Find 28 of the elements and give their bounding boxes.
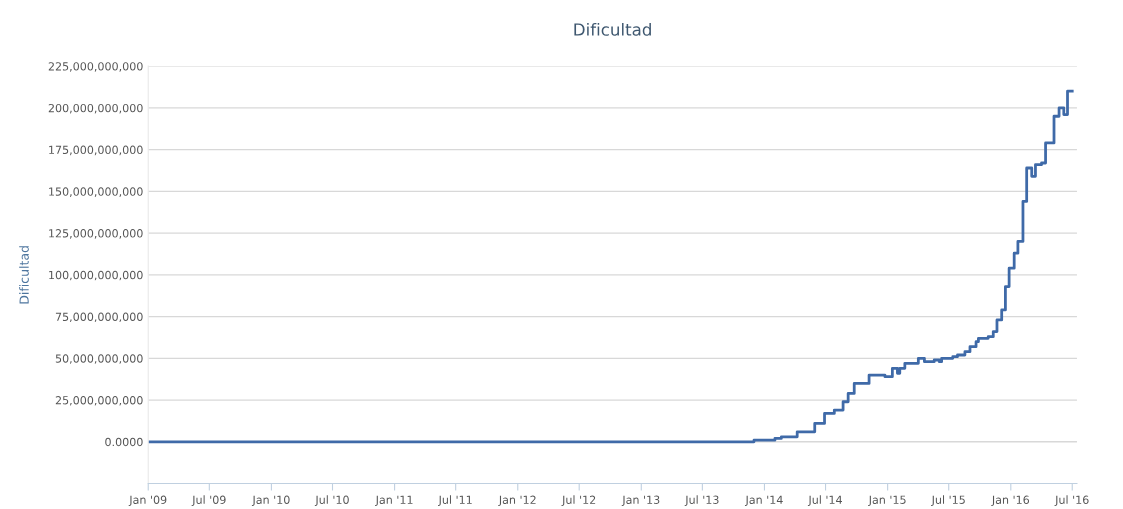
- y-tick-label: 0.0000: [105, 437, 143, 447]
- x-tick-label: Jan '16: [991, 495, 1030, 507]
- x-tick-label: Jul '13: [684, 495, 719, 507]
- x-tick-label: Jul '15: [931, 495, 965, 507]
- x-tick-label: Jan '14: [744, 495, 783, 507]
- x-tick-label: Jan '15: [868, 495, 906, 507]
- y-tick-label: 125,000,000,000: [49, 229, 143, 239]
- x-tick-label: Jan '11: [375, 495, 413, 507]
- y-tick-label: 100,000,000,000: [49, 270, 143, 281]
- y-axis-title: Dificultad: [19, 246, 29, 304]
- x-tick-label: Jul '09: [191, 495, 226, 507]
- x-tick-label: Jan '12: [498, 495, 536, 507]
- x-tick-label: Jul '11: [438, 495, 472, 507]
- x-tick-label: Jul '16: [1054, 495, 1089, 507]
- chart-title: Dificultad: [574, 22, 651, 36]
- y-tick-label: 175,000,000,000: [49, 145, 143, 156]
- y-tick-label: 225,000,000,000: [48, 62, 143, 72]
- y-tick-label: 50,000,000,000: [55, 354, 143, 364]
- x-tick-label: Jul '12: [561, 495, 596, 507]
- x-tick-label: Jul '10: [314, 495, 349, 507]
- y-tick-label: 200,000,000,000: [48, 103, 143, 114]
- x-tick-label: Jan '09: [128, 495, 167, 507]
- x-tick-label: Jan '10: [251, 495, 290, 507]
- x-tick-label: Jul '14: [807, 495, 842, 507]
- y-tick-label: 25,000,000,000: [55, 396, 143, 406]
- y-tick-label: 75,000,000,000: [55, 312, 143, 323]
- x-tick-label: Jan '13: [621, 495, 660, 507]
- y-tick-label: 150,000,000,000: [49, 187, 143, 197]
